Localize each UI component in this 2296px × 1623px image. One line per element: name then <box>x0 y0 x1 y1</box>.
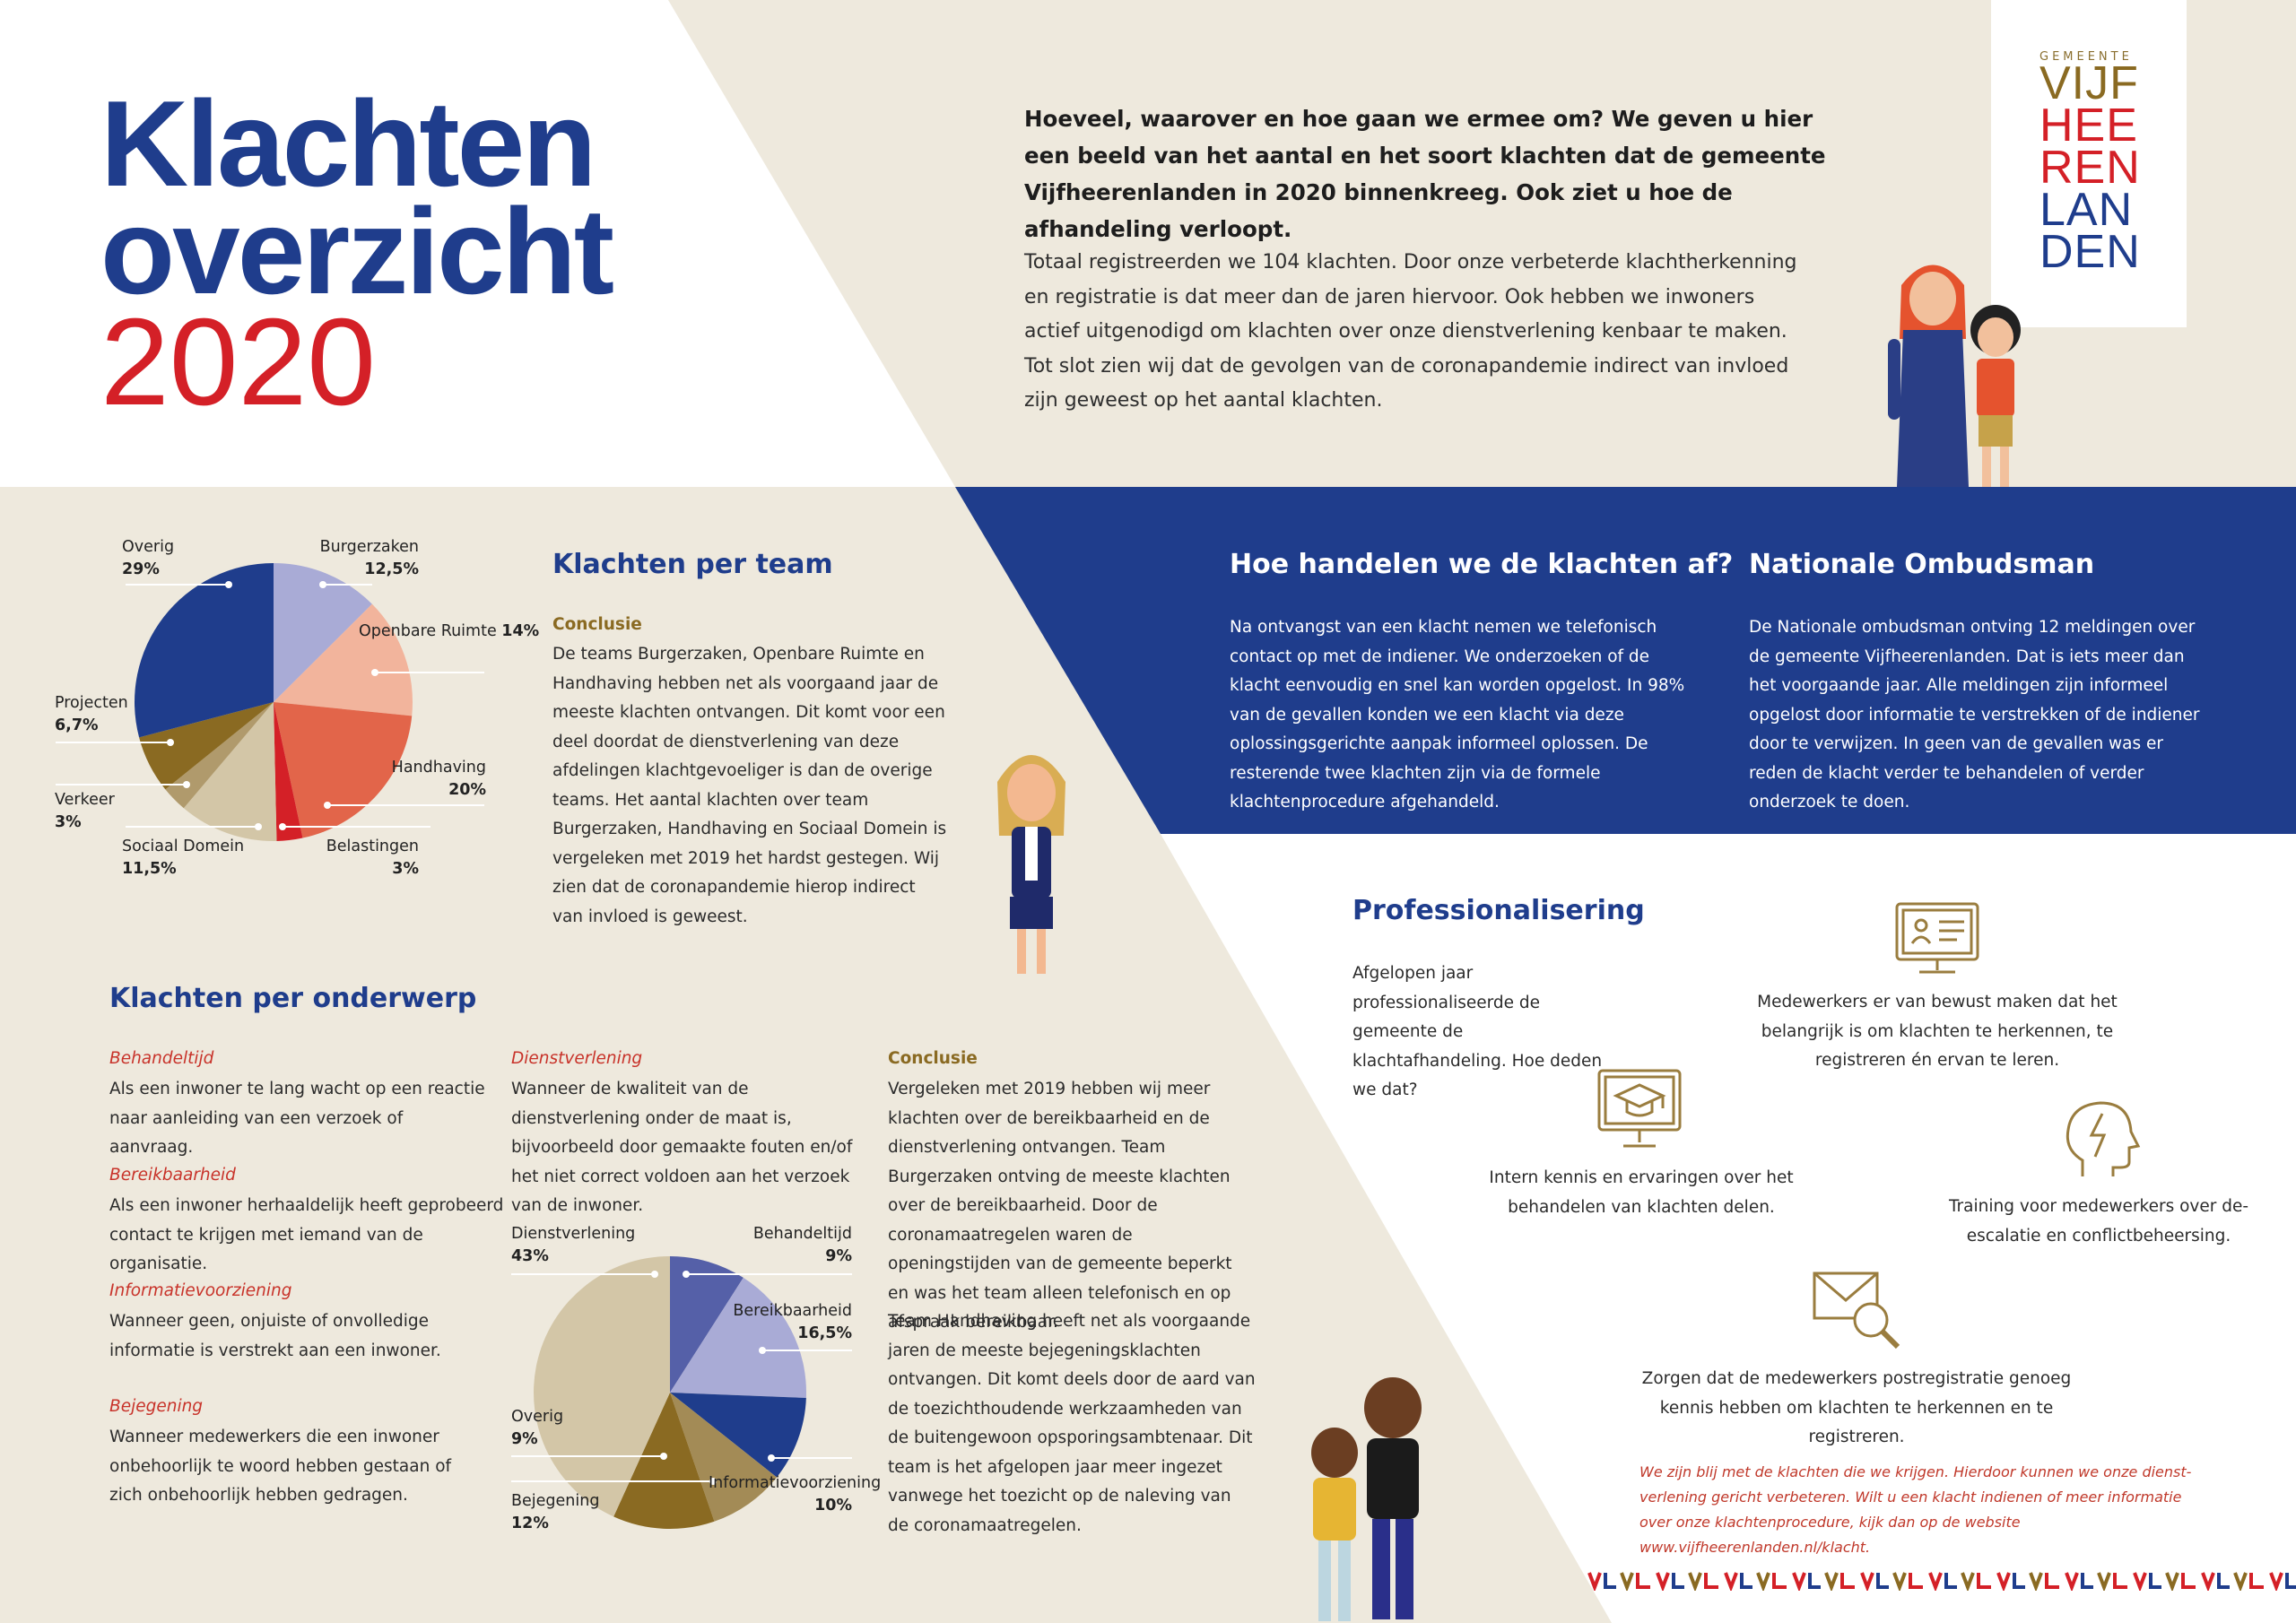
pie2-leader-lines <box>511 1271 852 1485</box>
women-illustration <box>1888 265 2021 487</box>
woman-illustration <box>997 755 1065 974</box>
pie-slice-belastingen <box>274 702 303 841</box>
definition-head: Bereikbaarheid <box>109 1166 236 1185</box>
definition-text: Wanneer geen, onjuiste of onvolledige in… <box>109 1312 441 1360</box>
pie-slice-overig <box>670 1393 778 1522</box>
head-lightning-icon <box>2066 1101 2141 1176</box>
pie-slice-projecten <box>139 702 274 790</box>
pie-slice-bejegening <box>613 1393 715 1529</box>
decorative-pattern <box>1587 1569 2296 1591</box>
pie-slice-bereikbaarheid <box>670 1277 806 1398</box>
pie1-label-sociaal-domein: Sociaal Domein 11,5% <box>122 838 245 878</box>
pie2-label-dienstverlening: Dienstverlening 43% <box>511 1225 636 1265</box>
definition-text: Wanneer medewerkers die een inwoner onbe… <box>109 1428 452 1505</box>
pie-slice-handhaving <box>274 702 413 838</box>
logo-line: HEE <box>2039 100 2138 152</box>
logo-line: VIJF <box>2039 57 2139 109</box>
per-onderwerp-conclusion-p1: Vergeleken met 2019 hebben wij meer klac… <box>888 1080 1232 1332</box>
afhandeling-text: Na ontvangst van een klacht nemen we tel… <box>1230 618 1685 812</box>
pie2-label-overig: Overig 9% <box>511 1408 564 1448</box>
intro-body: Totaal registreerden we 104 klachten. Do… <box>1024 251 1797 412</box>
ombudsman-text: De Nationale ombudsman ontving 12 meldin… <box>1749 618 2200 812</box>
pie1-label-verkeer: Verkeer 3% <box>55 791 115 831</box>
pie2-label-informatievoorziening: Informatievoorziening 10% <box>709 1474 882 1515</box>
pie1-label-overig: Overig 29% <box>122 538 175 578</box>
professionalisering-title: Professionalisering <box>1352 895 1645 926</box>
per-team-conclusion-head: Conclusie <box>552 615 642 634</box>
logo-line: REN <box>2039 142 2141 194</box>
boys-illustration <box>1311 1377 1422 1621</box>
title-year: 2020 <box>100 293 376 431</box>
prof-item-2-text: Intern kennis en ervaringen over het beh… <box>1489 1168 1794 1217</box>
pie-slice-overig <box>135 563 274 738</box>
per-onderwerp-conclusion-head: Conclusie <box>888 1049 978 1068</box>
pie-chart-per-team <box>135 563 413 841</box>
pie2-label-bejegening: Bejegening 12% <box>511 1492 600 1532</box>
pie1-label-burgerzaken: Burgerzaken 12,5% <box>319 538 419 578</box>
pie-slice-verkeer <box>165 702 274 809</box>
per-onderwerp-conclusion-p2: Team Handhaving heeft net als voorgaande… <box>888 1312 1256 1535</box>
per-onderwerp-title: Klachten per onderwerp <box>109 983 477 1014</box>
professionalisering-outro: We zijn blij met de klachten die we krij… <box>1639 1463 2192 1556</box>
title-line-2: overzicht <box>100 183 614 319</box>
definition-head: Behandeltijd <box>109 1049 214 1068</box>
definition-head: Informatievoorziening <box>109 1281 292 1300</box>
logo-line: DEN <box>2039 226 2141 278</box>
pie2-label-behandeltijd: Behandeltijd 9% <box>752 1225 852 1265</box>
definition-head: Bejegening <box>109 1397 204 1416</box>
municipality-logo: GEMEENTE VIJF HEE REN LAN DEN <box>1991 0 2187 327</box>
professionalisering-intro: Afgelopen jaar professionaliseerde de ge… <box>1352 964 1603 1099</box>
definition-text: Wanneer de kwaliteit van de dienstverlen… <box>511 1080 853 1215</box>
title-line-1: Klachten <box>100 75 596 212</box>
pie-slice-behandeltijd <box>670 1256 744 1393</box>
logo-small-text: GEMEENTE <box>2039 50 2133 64</box>
definition-text: Als een inwoner te lang wacht op een rea… <box>109 1080 485 1157</box>
graduation-monitor-icon <box>1597 1069 1682 1148</box>
pie1-label-openbare-ruimte: Openbare Ruimte 14% <box>359 622 540 640</box>
pie1-label-projecten: Projecten 6,7% <box>55 694 128 734</box>
envelope-search-icon <box>1813 1271 1900 1350</box>
pie-slice-openbare-ruimte <box>274 603 413 716</box>
pie1-label-belastingen: Belastingen 3% <box>326 838 419 878</box>
pie2-label-bereikbaarheid: Bereikbaarheid 16,5% <box>733 1302 852 1342</box>
pie-chart-per-onderwerp <box>534 1256 806 1529</box>
pie-slice-sociaal-domein <box>183 702 277 841</box>
pie-slice-burgerzaken <box>274 563 372 702</box>
pie-slice-dienstverlening <box>534 1256 670 1517</box>
per-team-title: Klachten per team <box>552 549 833 580</box>
id-card-monitor-icon <box>1895 902 1979 974</box>
afhandeling-title: Hoe handelen we de klachten af? <box>1230 549 1734 580</box>
prof-item-4-text: Zorgen dat de medewerkers postregistrati… <box>1641 1369 2072 1446</box>
logo-line: LAN <box>2039 184 2134 236</box>
per-team-conclusion: De teams Burgerzaken, Openbare Ruimte en… <box>552 645 947 926</box>
pie1-label-handhaving: Handhaving 20% <box>391 759 486 799</box>
prof-item-3-text: Training voor medewerkers over de-escala… <box>1948 1197 2249 1245</box>
pie1-leader-lines <box>56 581 484 830</box>
definition-text: Als een inwoner herhaaldelijk heeft gepr… <box>109 1196 504 1273</box>
definition-head: Dienstverlening <box>511 1049 643 1068</box>
ombudsman-title: Nationale Ombudsman <box>1749 549 2095 580</box>
prof-item-1-text: Medewerkers er van bewust maken dat het … <box>1757 993 2118 1070</box>
intro-lead: Hoeveel, waarover en hoe gaan we ermee o… <box>1024 106 1826 242</box>
